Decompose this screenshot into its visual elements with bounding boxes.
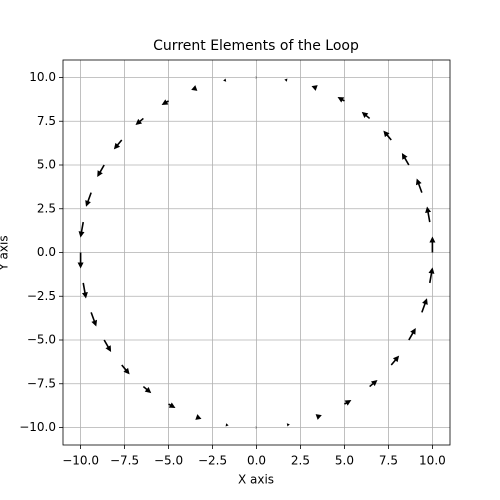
y-tick-label: −5.0 bbox=[27, 333, 56, 347]
arrow bbox=[315, 414, 322, 420]
arrow bbox=[255, 76, 257, 79]
y-tick-label: 7.5 bbox=[37, 114, 56, 128]
arrow bbox=[168, 402, 176, 409]
y-tick-label: 10.0 bbox=[29, 70, 56, 84]
arrow bbox=[284, 78, 288, 82]
arrow bbox=[85, 192, 92, 207]
chart-title: Current Elements of the Loop bbox=[153, 38, 359, 54]
x-tick-label: −7.5 bbox=[110, 454, 139, 468]
y-tick-label: 5.0 bbox=[37, 158, 56, 172]
arrow bbox=[78, 221, 85, 238]
arrow bbox=[428, 267, 435, 284]
arrow bbox=[429, 236, 436, 253]
x-tick-label: 5.0 bbox=[335, 454, 354, 468]
arrow bbox=[142, 385, 152, 394]
y-tick-label: 0.0 bbox=[37, 245, 56, 259]
arrow bbox=[415, 178, 423, 193]
x-tick-label: 10.0 bbox=[419, 454, 446, 468]
arrow bbox=[223, 78, 227, 82]
plot-frame bbox=[62, 59, 451, 446]
arrow bbox=[421, 298, 428, 313]
arrow bbox=[369, 379, 378, 388]
arrow bbox=[408, 328, 416, 341]
x-tick-label: −10.0 bbox=[62, 454, 99, 468]
y-tick-label: 2.5 bbox=[37, 201, 56, 215]
arrow bbox=[311, 85, 318, 91]
arrow bbox=[401, 153, 410, 166]
arrow bbox=[286, 423, 290, 427]
x-tick-label: 0.0 bbox=[247, 454, 266, 468]
x-tick-label: 7.5 bbox=[379, 454, 398, 468]
x-tick-label: 2.5 bbox=[291, 454, 310, 468]
x-tick-label: −5.0 bbox=[154, 454, 183, 468]
x-axis-label: X axis bbox=[238, 473, 274, 487]
arrow bbox=[97, 164, 105, 177]
arrow bbox=[77, 252, 84, 269]
arrow bbox=[113, 139, 123, 150]
x-tick-label: −2.5 bbox=[198, 454, 227, 468]
arrow bbox=[255, 426, 257, 429]
arrow bbox=[390, 355, 400, 366]
arrow bbox=[225, 423, 229, 427]
arrow bbox=[344, 400, 352, 406]
y-tick-label: −10.0 bbox=[19, 420, 56, 434]
arrow bbox=[81, 282, 88, 299]
y-axis-label: Y axis bbox=[0, 235, 11, 271]
y-tick-label: −2.5 bbox=[27, 289, 56, 303]
arrow bbox=[383, 130, 392, 141]
arrow bbox=[361, 111, 371, 120]
arrow bbox=[195, 414, 202, 420]
arrow bbox=[161, 99, 169, 105]
arrow bbox=[135, 117, 144, 126]
arrow bbox=[337, 96, 345, 103]
arrow bbox=[121, 364, 130, 375]
arrow bbox=[90, 312, 98, 327]
arrow bbox=[191, 85, 198, 91]
arrow bbox=[103, 339, 112, 352]
y-tick-label: −7.5 bbox=[27, 376, 56, 390]
arrow bbox=[425, 206, 432, 223]
